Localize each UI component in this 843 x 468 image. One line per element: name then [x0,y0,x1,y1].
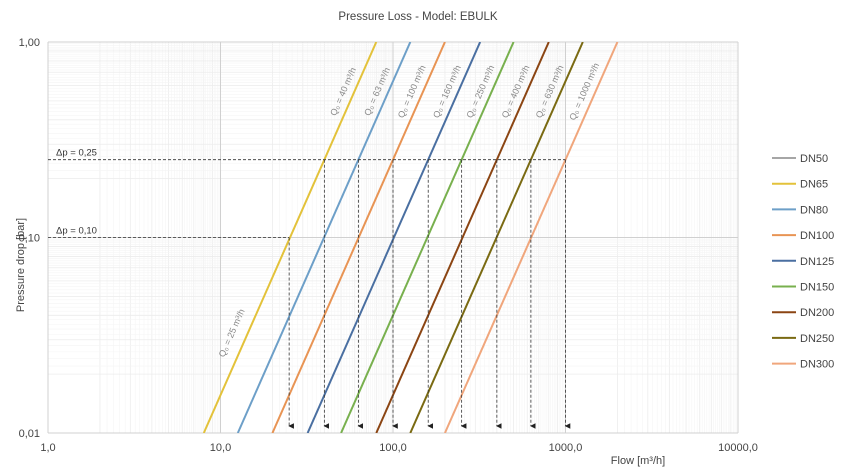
legend-label-dn65: DN65 [800,179,828,191]
series-line-dn65 [202,42,378,433]
legend-label-dn150: DN150 [800,282,834,294]
series-line-dn200 [375,42,550,433]
y-tick-label: 0,01 [19,428,40,440]
series-line-dn150 [340,42,515,433]
legend-label-dn250: DN250 [800,333,834,345]
dp-annotation-label: Δp = 0,10 [56,226,97,237]
y-axis-label: Pressure drop [bar] [15,218,27,312]
x-tick-label: 10,0 [210,442,231,454]
annotations: Δp = 0,25 Δp = 0,10 [48,148,571,429]
grid [47,41,739,434]
x-axis-label: Flow [m³/h] [611,455,665,467]
series-line-dn125 [306,42,482,433]
axes: 1,0 10,0 100,0 1000,0 10000,0 0,01 0,10 1,00 [19,37,758,454]
x-tick-label: 100,0 [379,442,407,454]
legend-label-dn50: DN50 [800,153,828,165]
x-tick-label: 10000,0 [718,442,758,454]
y-tick-label: 0,10 [19,233,40,245]
x-tick-label: 1,0 [40,442,55,454]
legend: DN50 DN65 DN80 DN100 DN125 DN150 DN200 DN250 DN3… [772,153,834,371]
dp-annotation-label: Δp = 0,25 [56,148,97,159]
legend-label-dn125: DN125 [800,256,834,268]
chart-title: Pressure Loss - Model: EBULK [338,11,497,23]
y-tick-label: 1,00 [19,37,40,49]
x-tick-label: 1000,0 [549,442,583,454]
legend-label-dn300: DN300 [800,359,834,371]
legend-label-dn100: DN100 [800,230,834,242]
legend-label-dn80: DN80 [800,204,828,216]
legend-label-dn200: DN200 [800,307,834,319]
